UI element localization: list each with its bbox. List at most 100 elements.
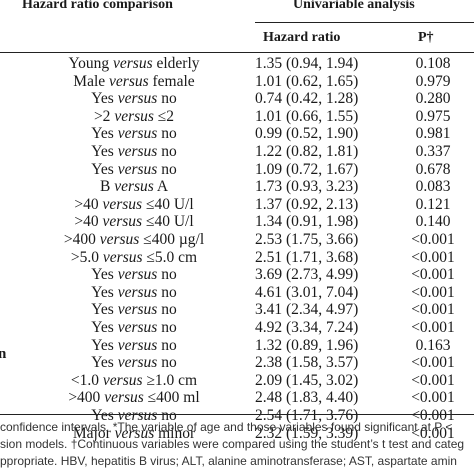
- comparison-right: ≤5.0 cm: [146, 248, 198, 266]
- versus-label: versus: [99, 231, 140, 248]
- versus-label: versus: [117, 354, 158, 372]
- table-row: Major versus minor 2.32 (1.59, 3.39) <0.00…: [0, 425, 474, 443]
- comparison-right: ≥1.0 cm: [146, 371, 198, 389]
- comparison-right: no: [161, 354, 177, 372]
- hazard-ratio-cell: 1.09 (0.72, 1.67): [255, 160, 359, 178]
- left-stub-text: n: [0, 346, 7, 362]
- p-value-column-header: P†: [418, 30, 434, 45]
- hazard-ratio-cell: 2.48 (1.83, 4.40): [255, 389, 359, 407]
- comparison-right: A: [156, 178, 169, 196]
- p-value-cell: <0.001: [411, 319, 455, 336]
- table-row: >2 versus ≤2 1.01 (0.66, 1.55) 0.975: [0, 108, 474, 126]
- comparison-right: no: [161, 319, 177, 336]
- comparison-cell: >2 versus ≤2: [0, 108, 274, 126]
- comparison-cell: Yes versus no: [0, 125, 274, 143]
- table-row: Male versus female 1.01 (0.62, 1.65) 0.979: [0, 73, 474, 91]
- comparison-right: no: [161, 125, 177, 143]
- p-value-cell: <0.001: [411, 231, 455, 248]
- comparison-right: no: [161, 266, 177, 284]
- hazard-ratio-cell: 4.61 (3.01, 7.04): [255, 283, 359, 301]
- comparison-left: Yes: [91, 407, 114, 424]
- comparison-cell: Yes versus no: [0, 90, 274, 108]
- comparison-cell: >40 versus ≤40 U/l: [0, 196, 274, 214]
- versus-label: versus: [117, 143, 158, 160]
- table-row: B versus A 1.73 (0.93, 3.23) 0.083: [0, 178, 474, 196]
- table-row: Yes versus no 4.61 (3.01, 7.04) <0.001: [0, 284, 474, 302]
- p-value-cell: 0.979: [415, 72, 451, 90]
- versus-label: versus: [114, 424, 155, 442]
- comparison-right: no: [161, 407, 177, 424]
- p-value-cell: 0.163: [415, 336, 451, 354]
- hazard-ratio-cell: 1.34 (0.91, 1.98): [255, 213, 359, 231]
- comparison-cell: >40 versus ≤40 U/l: [0, 213, 274, 231]
- p-value-cell: <0.001: [411, 248, 455, 266]
- p-value-cell: <0.001: [411, 389, 455, 407]
- table-row: Yes versus no 3.41 (2.34, 4.97) <0.001: [0, 301, 474, 319]
- comparison-right: ≤400 µg/l: [143, 231, 205, 248]
- hazard-ratio-cell: 0.74 (0.42, 1.28): [255, 90, 359, 108]
- table-row: Yes versus no 0.99 (0.52, 1.90) 0.981: [0, 125, 474, 143]
- comparison-right: no: [161, 90, 177, 108]
- hazard-ratio-column-header: Hazard ratio: [263, 30, 341, 45]
- hazard-ratio-cell: 0.99 (0.52, 1.90): [255, 125, 359, 143]
- table-row: <1.0 versus ≥1.0 cm 2.09 (1.45, 3.02) <0.0…: [0, 372, 474, 390]
- table-row: >400 versus ≤400 µg/l 2.53 (1.75, 3.66) <0…: [0, 231, 474, 249]
- comparison-right: elderly: [156, 55, 200, 72]
- comparison-left: Yes: [91, 283, 114, 301]
- versus-label: versus: [117, 407, 158, 424]
- comparison-left: Yes: [91, 125, 114, 143]
- table-row: Yes versus no 4.92 (3.34, 7.24) <0.001: [0, 319, 474, 337]
- footnote-line-3: ppropriate. HBV, hepatitis B virus; ALT,…: [0, 454, 457, 468]
- comparison-left: B: [99, 178, 111, 196]
- versus-label: versus: [117, 319, 158, 336]
- p-value-cell: 0.140: [415, 213, 451, 231]
- p-value-cell: <0.001: [411, 407, 455, 424]
- versus-label: versus: [117, 283, 158, 301]
- comparison-cell: Yes versus no: [0, 284, 274, 302]
- hazard-ratio-cell: 2.09 (1.45, 3.02): [255, 371, 359, 389]
- comparison-left: >400: [63, 231, 96, 248]
- footnote-line-1: confidence intervals. *The variable of a…: [0, 420, 453, 434]
- comparison-right: no: [161, 283, 177, 301]
- p-value-cell: 0.280: [415, 90, 451, 108]
- comparison-left: Yes: [91, 354, 114, 372]
- p-value-cell: <0.001: [411, 354, 455, 372]
- hazard-ratio-comparison-header: Hazard ratio comparison: [22, 0, 173, 12]
- p-value-cell: 0.975: [415, 107, 451, 125]
- comparison-left: Major: [72, 424, 111, 442]
- comparison-left: Yes: [91, 301, 114, 319]
- comparison-right: no: [161, 301, 177, 319]
- hazard-ratio-cell: 2.38 (1.58, 3.57): [255, 354, 359, 372]
- hazard-ratio-cell: 2.32 (1.59, 3.39): [255, 424, 359, 442]
- comparison-right: no: [161, 336, 177, 354]
- hazard-ratio-cell: 2.51 (1.71, 3.68): [255, 248, 359, 266]
- header-rule-top: [255, 22, 474, 23]
- table-row: Yes versus no 3.69 (2.73, 4.99) <0.001: [0, 266, 474, 284]
- table-row: Yes versus no 1.22 (0.82, 1.81) 0.337: [0, 143, 474, 161]
- hazard-ratio-cell: 1.01 (0.66, 1.55): [255, 107, 359, 125]
- versus-label: versus: [117, 336, 158, 354]
- p-value-cell: 0.121: [415, 195, 451, 213]
- p-value-cell: 0.083: [415, 178, 451, 196]
- comparison-left: Yes: [91, 336, 114, 354]
- comparison-left: Yes: [91, 266, 114, 284]
- versus-label: versus: [117, 125, 158, 143]
- comparison-cell: >400 versus ≤400 µg/l: [0, 231, 274, 249]
- comparison-cell: B versus A: [0, 178, 274, 196]
- p-value-cell: <0.001: [411, 424, 455, 442]
- comparison-cell: Yes versus no: [0, 337, 274, 355]
- footnote-line-2: sion models. †Continuous variables were …: [0, 437, 465, 451]
- comparison-left: Male: [73, 72, 106, 90]
- p-value-cell: <0.001: [411, 301, 455, 319]
- univariable-analysis-header: Univariable analysis: [293, 0, 415, 12]
- comparison-cell: Yes versus no: [0, 319, 274, 337]
- versus-label: versus: [117, 90, 158, 108]
- comparison-cell: <1.0 versus ≥1.0 cm: [0, 372, 274, 390]
- comparison-left: Yes: [91, 90, 114, 108]
- versus-label: versus: [109, 72, 149, 90]
- comparison-cell: Major versus minor: [0, 425, 274, 443]
- comparison-right: ≤400 ml: [147, 389, 200, 407]
- p-value-cell: 0.981: [415, 125, 451, 143]
- hazard-ratio-cell: 1.35 (0.94, 1.94): [255, 55, 359, 72]
- versus-label: versus: [114, 178, 154, 196]
